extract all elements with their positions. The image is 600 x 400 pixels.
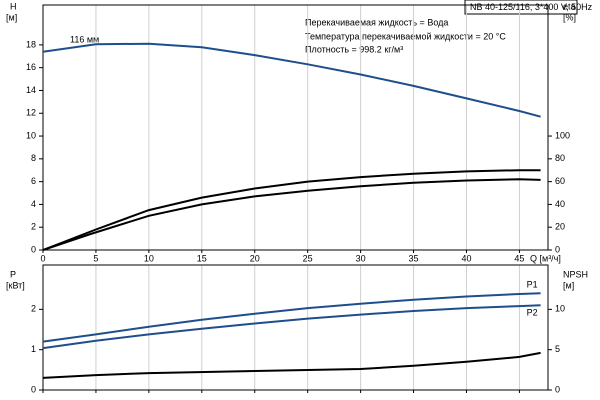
series-line [42,42,541,118]
y2-tick-label: 60 [555,176,565,186]
plot-frame [42,264,549,391]
y2-tick-label: 20 [555,222,565,232]
x-axis-label: Q [м³/ч] [530,253,561,263]
y-axis-label: H [10,1,17,11]
info-line: Перекачиваемая жидкость = Вода [305,17,448,27]
x-tick-label: 20 [250,253,260,263]
y-axis-unit: [м] [6,12,17,22]
y2-tick-label: 100 [555,130,570,140]
y2-axis-label: eta [563,1,576,11]
y-tick-label: 1 [31,344,36,354]
y-tick-label: 2 [31,304,36,314]
y-tick-label: 0 [31,244,36,254]
y2-tick-label: 10 [555,304,565,314]
y2-axis-unit: [м] [563,280,574,290]
y2-tick-label: 0 [555,244,560,254]
x-tick-label: 35 [409,253,419,263]
series-line [42,351,541,379]
chart-title: NB 40-125/116, 3*400 V, 50Hz [470,2,593,12]
y-tick-label: 18 [26,39,36,49]
series-label: P2 [527,308,538,318]
x-tick-label: 15 [197,253,207,263]
y2-tick-label: 40 [555,199,565,209]
y-tick-label: 4 [31,199,36,209]
y2-tick-label: 0 [555,384,560,394]
y2-tick-label: 80 [555,153,565,163]
title-box [464,0,578,15]
y-axis-label: P [10,269,16,279]
y-tick-label: 10 [26,130,36,140]
y-tick-label: 0 [31,384,36,394]
y-tick-label: 16 [26,62,36,72]
y-tick-label: 14 [26,85,36,95]
series-line [42,304,541,350]
info-line: Плотность = 998.2 кг/м³ [305,44,403,54]
y2-axis-unit: [%] [563,12,576,22]
y-tick-label: 6 [31,176,36,186]
x-tick-label: 0 [40,253,45,263]
x-tick-label: 10 [144,253,154,263]
x-tick-label: 5 [93,253,98,263]
info-line: Температура перекачиваемой жидкости = 20… [305,31,506,41]
series-line [42,169,541,251]
y-axis-unit: [кВт] [6,280,25,290]
y-tick-label: 8 [31,153,36,163]
y-tick-label: 2 [31,222,36,232]
x-tick-label: 45 [514,253,524,263]
series-label: P1 [527,280,538,290]
series-line [42,292,541,343]
y-tick-label: 12 [26,108,36,118]
y2-axis-label: NPSH [563,269,588,279]
series-line [42,178,541,251]
x-tick-label: 25 [303,253,313,263]
plot-frame [42,4,549,251]
annotation: 116 мм [70,34,99,44]
x-tick-label: 30 [356,253,366,263]
x-tick-label: 40 [461,253,471,263]
y2-tick-label: 5 [555,344,560,354]
